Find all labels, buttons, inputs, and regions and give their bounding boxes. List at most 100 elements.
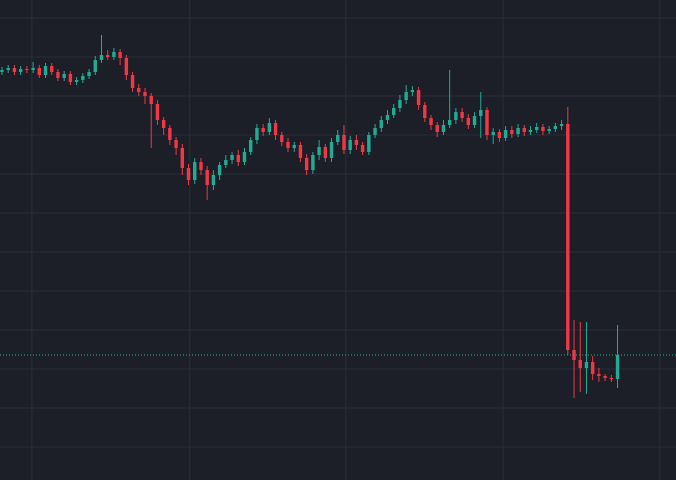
candle-body: [112, 52, 116, 57]
candle-body: [242, 152, 247, 162]
candle-body: [485, 110, 489, 135]
candle-body: [472, 116, 477, 125]
candle-body: [360, 145, 365, 152]
candle-body: [342, 135, 346, 150]
candle-body: [584, 362, 589, 368]
candle-body: [597, 374, 601, 376]
candle-body: [541, 127, 545, 131]
candle-body: [385, 115, 390, 120]
candle-body: [186, 168, 191, 180]
candle-body: [87, 72, 91, 76]
candle-body: [124, 58, 129, 75]
candle-body: [56, 72, 60, 78]
candle-body: [410, 90, 415, 92]
candle-body: [118, 52, 122, 58]
candle-body: [230, 155, 234, 160]
candle-body: [224, 160, 228, 165]
candle-body: [416, 90, 421, 105]
candle-body: [398, 100, 402, 108]
candle-body: [304, 158, 309, 170]
candle-body: [50, 66, 54, 72]
candle-body: [491, 132, 495, 135]
candle-body: [280, 135, 284, 142]
candle-body: [497, 132, 502, 138]
candle-body: [174, 140, 178, 148]
candle-body: [553, 126, 558, 129]
candle-body: [12, 68, 17, 72]
candle-body: [404, 92, 408, 100]
candle-body: [503, 130, 508, 138]
candle-body: [522, 128, 526, 132]
candle-body: [603, 376, 607, 378]
candle-body: [149, 96, 153, 104]
candle-body: [31, 68, 35, 70]
candle-body: [143, 92, 147, 96]
candle-body: [43, 66, 48, 75]
candle-body: [311, 155, 315, 170]
candle-body: [137, 88, 141, 92]
candle-body: [373, 128, 377, 135]
candle-body: [329, 142, 334, 158]
candle-body: [93, 60, 97, 72]
candle-body: [18, 69, 23, 72]
candle-body: [609, 378, 614, 379]
candle-body: [429, 118, 433, 125]
candle-body: [81, 76, 85, 80]
candle-body: [180, 148, 185, 168]
candle-body: [615, 355, 620, 379]
candle-body: [199, 162, 203, 170]
candle-body: [211, 175, 216, 185]
candle-body: [578, 360, 582, 368]
candle-body: [248, 140, 253, 152]
candle-body: [566, 124, 570, 350]
candle-body: [0, 70, 4, 72]
candle-body: [379, 120, 383, 128]
candle-body: [392, 108, 396, 115]
candle-body: [105, 55, 110, 57]
candle-body: [317, 147, 321, 155]
candle-body: [516, 128, 520, 134]
candle-body: [572, 350, 576, 360]
candle-body: [348, 140, 352, 150]
candle-body: [168, 128, 172, 140]
candle-body: [161, 120, 166, 128]
candle-body: [460, 112, 464, 118]
candle-body: [323, 147, 328, 158]
candle-body: [286, 142, 290, 148]
candle-body: [590, 362, 595, 374]
candle-body: [435, 125, 439, 132]
candle-body: [74, 80, 79, 82]
candle-body: [193, 162, 197, 180]
candle-body: [454, 112, 458, 120]
candle-body: [6, 68, 10, 70]
candle-body: [68, 74, 73, 82]
candle-body: [155, 104, 160, 120]
candle-body: [479, 110, 483, 116]
candle-body: [292, 145, 296, 148]
candle-body: [205, 170, 209, 185]
candle-body: [336, 135, 340, 142]
candle-body: [267, 123, 272, 132]
candle-body: [466, 118, 471, 125]
candle-body: [99, 55, 104, 60]
candle-body: [367, 135, 371, 152]
candle-body: [298, 145, 303, 158]
candle-body: [447, 120, 452, 125]
candle-body: [62, 74, 66, 78]
candle-body: [217, 165, 222, 175]
candle-body: [423, 105, 427, 118]
candle-body: [25, 69, 29, 70]
candle-body: [547, 129, 551, 131]
candle-body: [535, 127, 539, 130]
candle-body: [354, 140, 359, 145]
candle-body: [261, 128, 265, 132]
candle-body: [130, 75, 135, 88]
candle-body: [559, 124, 564, 126]
candle-body: [510, 130, 514, 134]
candle-body: [273, 123, 278, 135]
candle-body: [255, 128, 259, 140]
candle-body: [37, 68, 42, 75]
candle-body: [236, 155, 240, 162]
